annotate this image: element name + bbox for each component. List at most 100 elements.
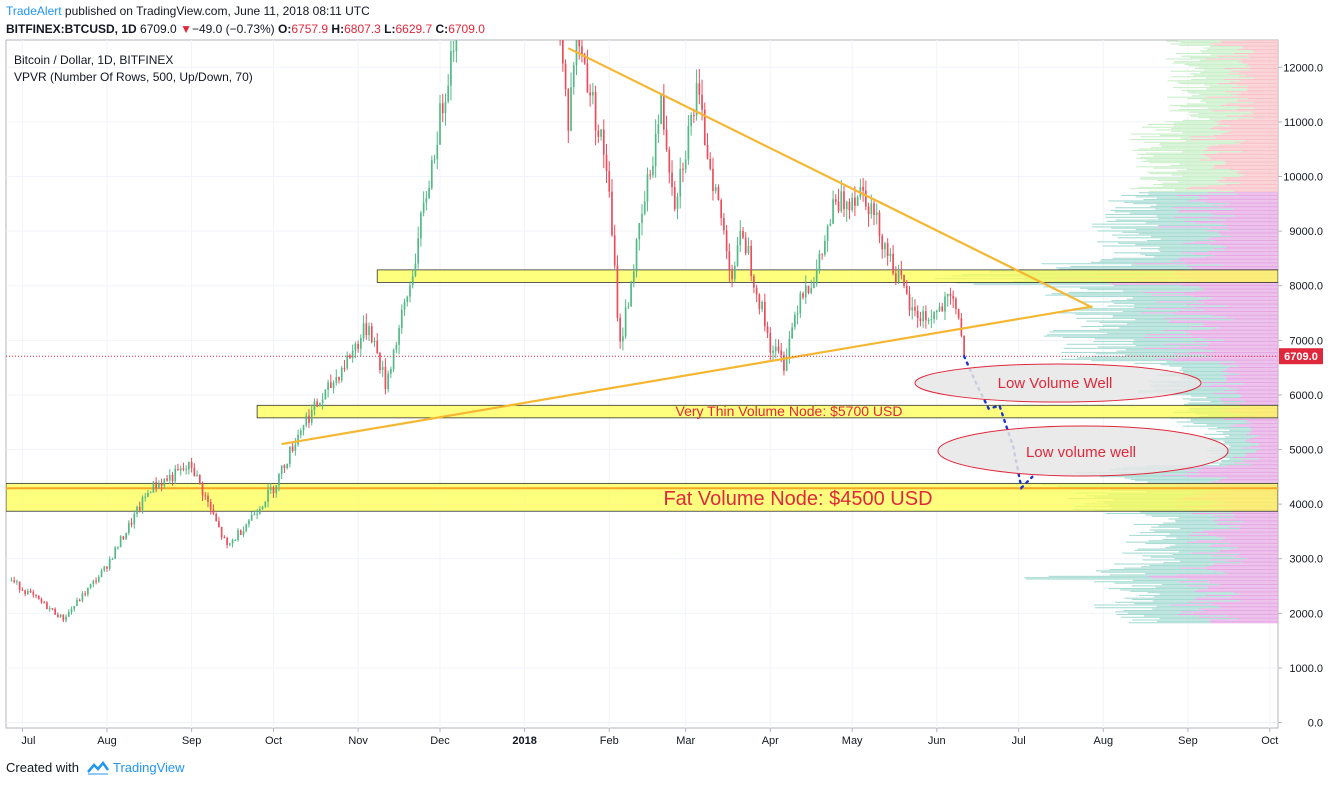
- vp-up-bar: [1207, 107, 1255, 109]
- candle-body: [204, 495, 207, 497]
- vp-up-bar: [1206, 88, 1248, 90]
- candle-body: [354, 343, 357, 351]
- vp-up-bar: [1191, 95, 1239, 97]
- vp-down-bar: [1223, 264, 1278, 266]
- vp-up-bar: [1184, 63, 1248, 65]
- vp-down-bar: [1214, 239, 1278, 242]
- vp-down-bar: [1240, 528, 1278, 530]
- vp-down-bar: [1240, 175, 1278, 177]
- vp-down-bar: [1250, 66, 1278, 68]
- vp-up-bar: [1179, 83, 1218, 85]
- candle-body: [67, 611, 70, 617]
- vp-down-bar: [1245, 440, 1278, 442]
- vp-down-bar: [1238, 173, 1278, 175]
- vp-up-bar: [1135, 229, 1230, 231]
- vp-up-bar: [1228, 444, 1259, 446]
- vp-up-bar: [1128, 622, 1211, 624]
- vp-up-bar: [1146, 239, 1215, 242]
- vp-down-bar: [1247, 54, 1278, 56]
- published-text: published on TradingView.com, June 11, 2…: [64, 4, 370, 18]
- vp-up-bar: [1113, 285, 1182, 287]
- candle-body: [572, 65, 575, 88]
- vp-down-bar: [1245, 401, 1278, 403]
- vp-down-bar: [1167, 321, 1278, 323]
- candle-body: [717, 187, 720, 201]
- vp-down-bar: [1212, 297, 1278, 299]
- vp-down-bar: [1164, 343, 1278, 345]
- vp-down-bar: [1240, 80, 1278, 82]
- vp-down-bar: [1212, 603, 1278, 605]
- vp-up-bar: [1177, 181, 1220, 183]
- candle-body: [62, 614, 65, 621]
- candle-body: [646, 174, 649, 202]
- candle-body: [829, 223, 832, 226]
- vp-down-bar: [1190, 138, 1278, 141]
- vp-down-bar: [1198, 473, 1278, 475]
- candle-body: [46, 602, 48, 610]
- candle-body: [43, 602, 46, 604]
- vp-down-bar: [1235, 391, 1278, 393]
- candle-body: [638, 223, 641, 240]
- candle-body: [321, 399, 324, 403]
- vp-down-bar: [1217, 83, 1278, 85]
- candle-body: [370, 326, 373, 342]
- vp-down-bar: [1191, 335, 1278, 337]
- vp-up-bar: [1095, 570, 1215, 572]
- vp-up-bar: [1070, 265, 1187, 267]
- x-tick-label: Sep: [1178, 735, 1198, 747]
- candle-body: [10, 580, 13, 582]
- x-tick-label: Aug: [97, 735, 117, 747]
- candle-body: [89, 584, 92, 588]
- vp-down-bar: [1235, 424, 1278, 426]
- vp-down-bar: [1210, 481, 1278, 483]
- y-tick-label: 11000.0: [1284, 117, 1323, 129]
- vp-up-bar: [1204, 84, 1237, 86]
- vp-up-bar: [1186, 169, 1230, 171]
- vp-up-bar: [1179, 44, 1215, 46]
- change-value: −49.0 (−0.73%): [191, 22, 275, 36]
- vp-up-bar: [1155, 586, 1208, 588]
- close-label: C:: [435, 22, 449, 36]
- vp-down-bar: [1243, 383, 1278, 385]
- vp-down-bar: [1254, 107, 1278, 109]
- vp-down-bar: [1185, 188, 1278, 190]
- candle-body: [592, 91, 594, 96]
- vp-up-bar: [1199, 50, 1253, 52]
- vp-down-bar: [1218, 518, 1278, 520]
- candle-body: [40, 599, 43, 603]
- vp-up-bar: [1097, 241, 1195, 243]
- vp-up-bar: [1043, 286, 1199, 288]
- tradingview-brand-link[interactable]: TradingView: [112, 760, 185, 775]
- candle-body: [117, 546, 119, 548]
- candle-body: [935, 310, 938, 313]
- vp-up-bar: [1189, 399, 1221, 401]
- candle-body: [196, 474, 198, 477]
- vp-down-bar: [1246, 558, 1278, 560]
- vp-down-bar: [1196, 199, 1278, 201]
- tradingview-logo-icon: [87, 760, 109, 775]
- candle-body: [201, 483, 204, 496]
- candle-body: [226, 538, 228, 545]
- vp-down-bar: [1229, 425, 1278, 427]
- vp-up-bar: [1126, 323, 1204, 325]
- candle-body: [695, 83, 698, 116]
- vp-up-bar: [1156, 605, 1218, 607]
- candle-body: [564, 63, 567, 90]
- low-volume-well-2-ellipse: [937, 425, 1229, 477]
- vp-up-bar: [1180, 377, 1226, 379]
- candle-body: [444, 101, 447, 114]
- vp-up-bar: [1175, 521, 1243, 523]
- candle-body: [916, 310, 919, 319]
- vp-up-bar: [1077, 357, 1178, 359]
- vp-up-bar: [1128, 612, 1193, 614]
- vp-down-bar: [1217, 144, 1278, 146]
- candle-body: [682, 168, 684, 170]
- vp-up-bar: [1125, 541, 1187, 543]
- vp-down-bar: [1172, 207, 1278, 209]
- vp-up-bar: [1198, 66, 1251, 68]
- vp-down-bar: [1224, 67, 1278, 70]
- vp-down-bar: [1229, 203, 1278, 205]
- candle-body: [373, 340, 376, 342]
- author-link[interactable]: TradeAlert: [6, 4, 62, 18]
